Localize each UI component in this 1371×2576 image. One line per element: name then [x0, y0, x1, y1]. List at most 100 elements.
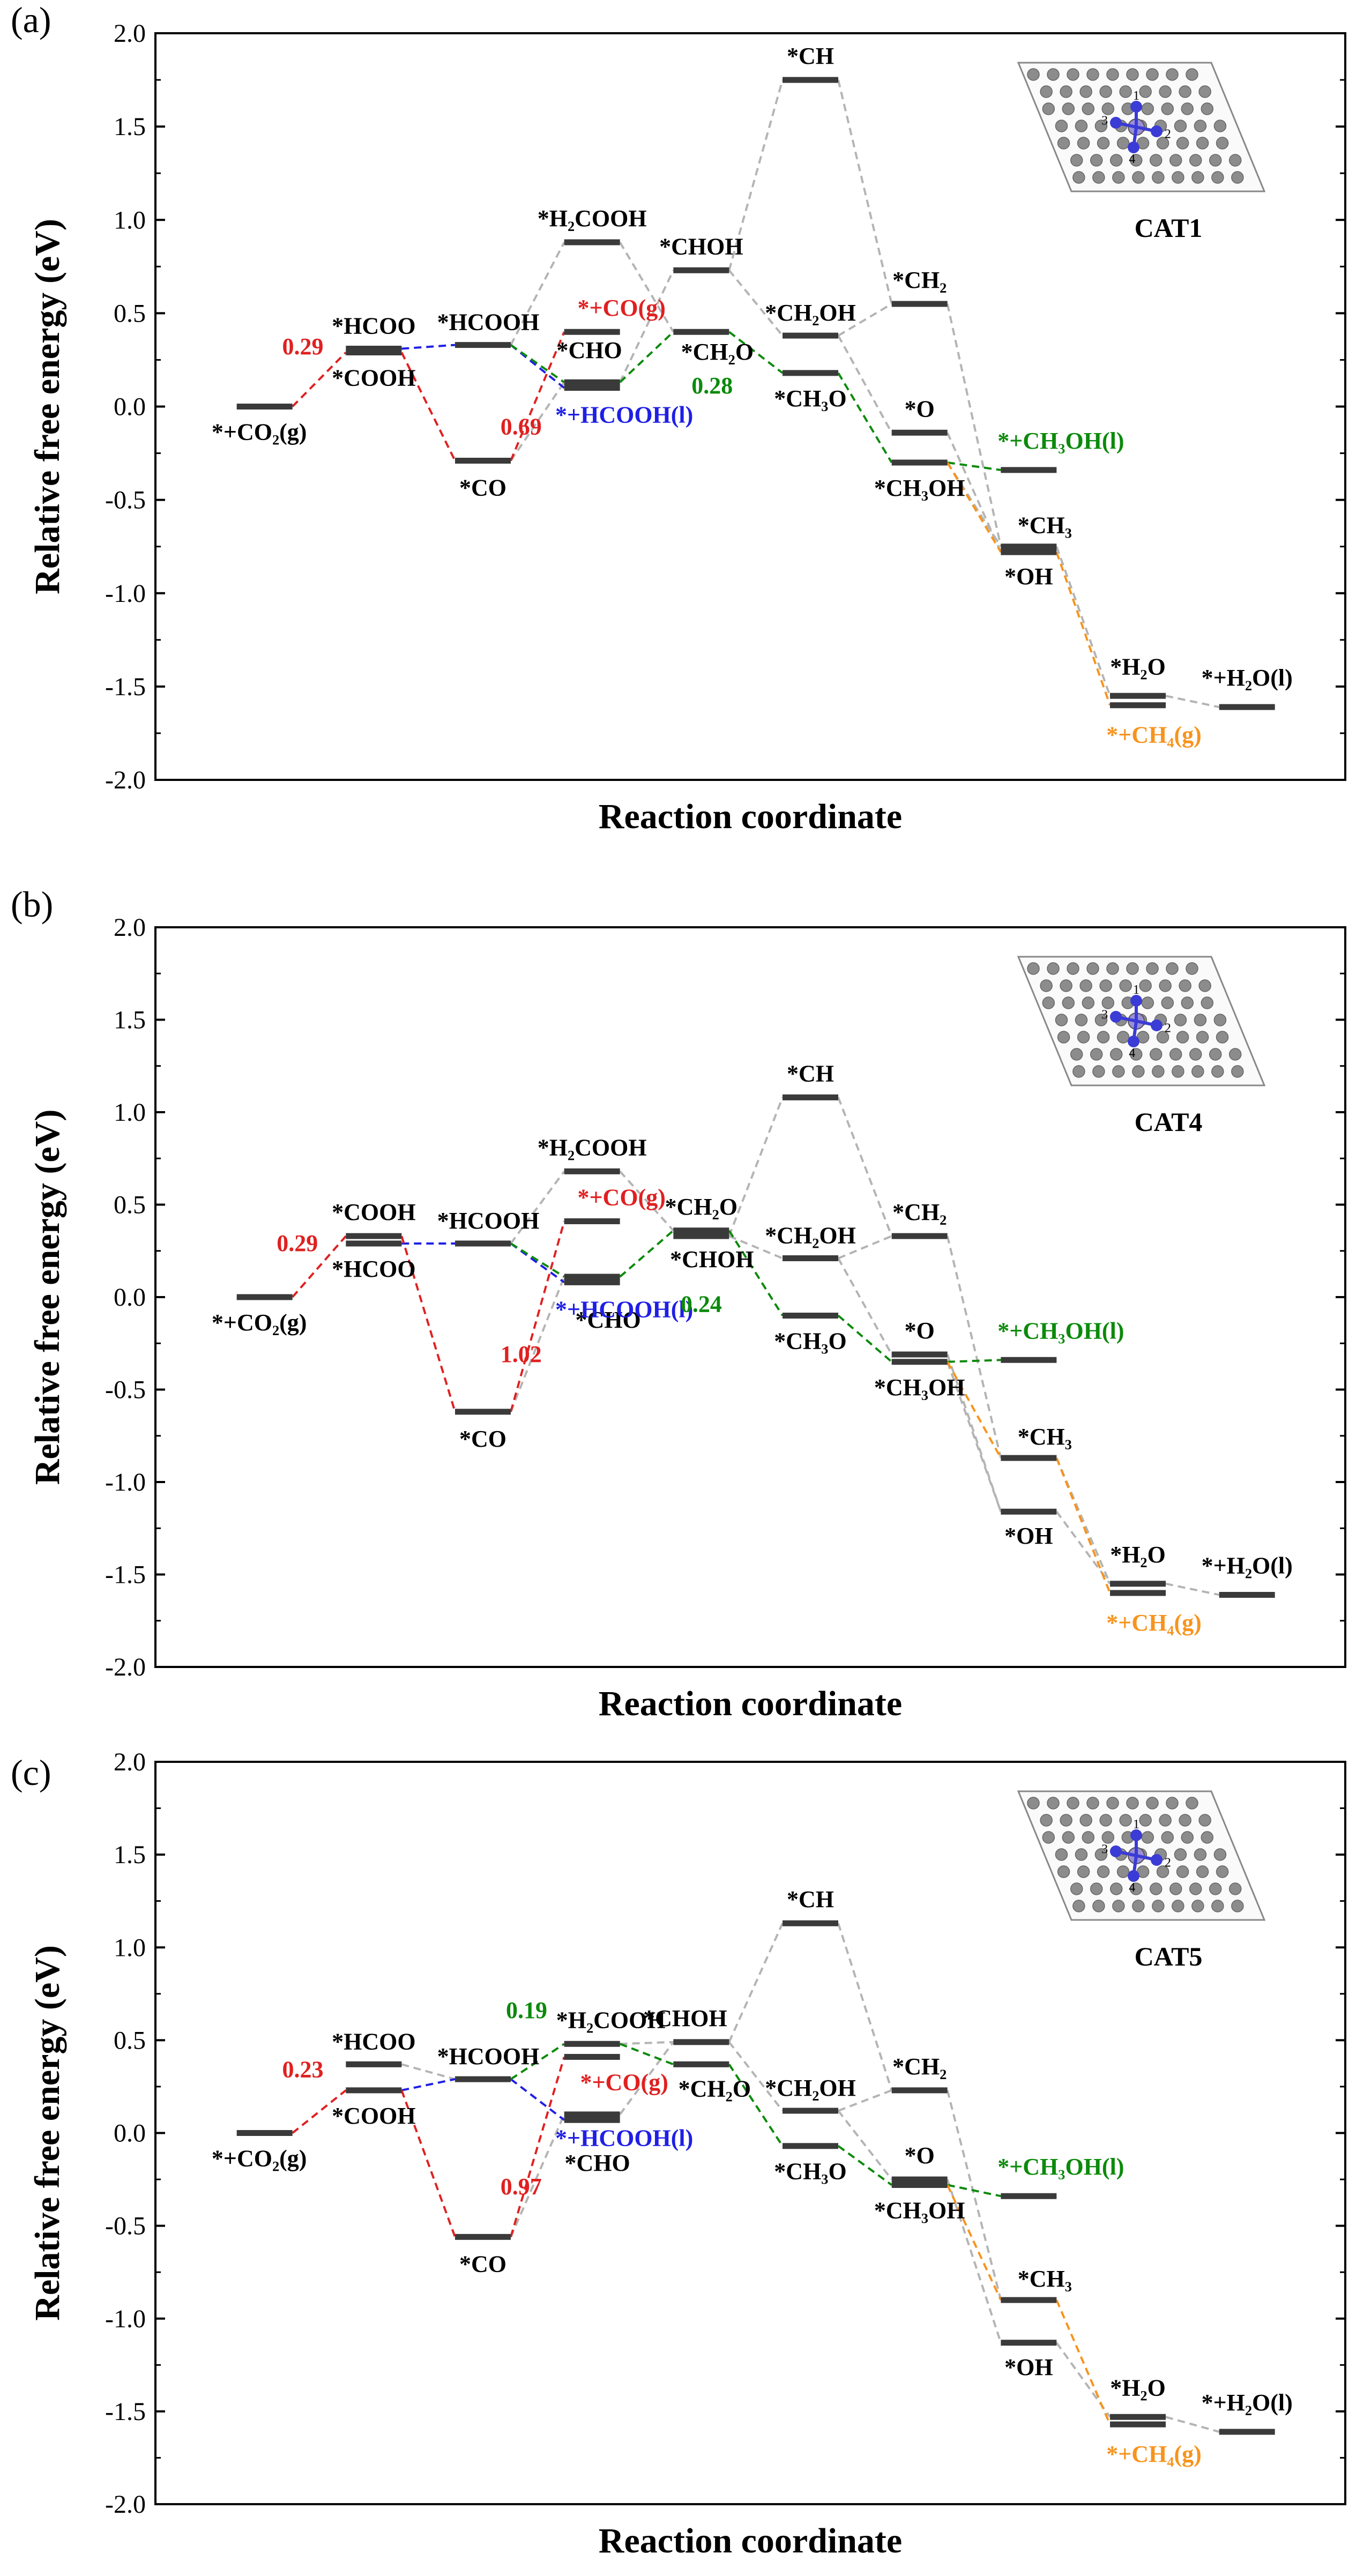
carbon-atom	[1067, 68, 1079, 81]
panel-label: (a)	[11, 0, 51, 40]
level-label-ch2oh: *CH₂OH	[765, 1223, 856, 1249]
carbon-atom	[1152, 1065, 1165, 1078]
barrier-value: 0.19	[506, 1997, 547, 2023]
carbon-atom	[1112, 171, 1125, 184]
level-label-ch3: *CH₃	[1018, 512, 1072, 539]
carbon-atom	[1106, 962, 1119, 975]
carbon-atom	[1057, 1865, 1070, 1878]
y-tick-label: 2.0	[114, 913, 146, 942]
connector-ch3oh-ch3ohl	[947, 461, 1001, 471]
carbon-atom	[1186, 68, 1198, 81]
level-label-h2o: *H₂O	[1110, 2374, 1166, 2401]
carbon-atom	[1112, 1900, 1125, 1912]
connector-h2o-h2ol	[1165, 695, 1220, 709]
panel-label: (b)	[11, 884, 53, 925]
y-tick-label: 1.5	[114, 113, 146, 141]
level-label-ch: *CH	[787, 1886, 834, 1912]
connector-hcooh-h2cooh	[510, 242, 565, 346]
carbon-atom	[1176, 1031, 1189, 1044]
level-label-hcoohl: *+HCOOH(l)	[555, 1296, 693, 1322]
carbon-atom	[1097, 137, 1110, 150]
carbon-atom	[1067, 1797, 1079, 1810]
connector-hcooh-h2cooh	[510, 2043, 565, 2080]
n-site-number: 1	[1133, 983, 1139, 997]
level-label-h2o: *H₂O	[1110, 653, 1166, 680]
carbon-atom	[1161, 996, 1174, 1009]
carbon-atom	[1126, 1797, 1139, 1810]
n-site-number: 1	[1133, 1818, 1139, 1832]
carbon-atom	[1146, 1797, 1159, 1810]
connector-co2-cooh	[292, 352, 347, 407]
carbon-atom	[1211, 1065, 1224, 1078]
carbon-atom	[1161, 102, 1174, 115]
carbon-atom	[1172, 1900, 1184, 1912]
level-label-hcoohl: *+HCOOH(l)	[555, 402, 693, 428]
carbon-atom	[1097, 1031, 1110, 1044]
connector-hcooh-cho	[510, 344, 565, 383]
level-label-hcoo: *HCOO	[332, 2028, 415, 2054]
n-site-number: 3	[1101, 1843, 1108, 1857]
carbon-atom	[1228, 154, 1242, 167]
level-label-ch2oh: *CH₂OH	[765, 2075, 856, 2101]
carbon-atom	[1181, 996, 1194, 1009]
carbon-atom	[1194, 1848, 1207, 1861]
carbon-atom	[1211, 1900, 1224, 1912]
level-label-ch3ohl: *+CH₃OH(l)	[997, 2154, 1124, 2180]
level-label-o: *O	[905, 396, 935, 422]
connector-ch3oh-ch3	[946, 1361, 1002, 1459]
connector-co-cho	[510, 382, 565, 461]
carbon-atom	[1149, 154, 1163, 167]
carbon-atom	[1169, 1882, 1182, 1895]
carbon-atom	[1141, 1831, 1154, 1844]
y-tick-label: -2.0	[105, 766, 146, 794]
carbon-atom	[1040, 85, 1053, 98]
barrier-value: 0.97	[501, 2173, 542, 2200]
x-axis-title: Reaction coordinate	[599, 2521, 902, 2560]
carbon-atom	[1139, 1814, 1152, 1827]
connector-cho-ch2o	[619, 331, 674, 383]
carbon-atom	[1189, 154, 1202, 167]
level-label-cho: *CHO	[557, 337, 622, 363]
y-tick-label: 0.5	[114, 299, 146, 327]
nitrogen-atom	[1128, 1870, 1139, 1882]
connector-ch2-ch3	[946, 2090, 1002, 2300]
y-tick-label: -0.5	[105, 486, 146, 515]
carbon-atom	[1198, 979, 1211, 992]
carbon-atom	[1179, 85, 1191, 98]
panel-cat4: (b) -2.0 -1.5 -1.0 -0.5 0.0 0.5 1.0 1.5 2.0 Relati…	[11, 884, 1346, 1723]
catalyst-structure-inset: 1 2 3 4	[1017, 62, 1266, 192]
connector-h2cooh-ch2o	[619, 242, 675, 333]
carbon-atom	[1116, 1031, 1130, 1044]
connector-choh-ch	[728, 1923, 784, 2043]
connector-ch3o-ch3oh	[837, 2145, 892, 2186]
catalyst-structure-inset: 1 2 3 4	[1017, 956, 1266, 1086]
carbon-atom	[1082, 1831, 1095, 1844]
y-axis-title: Relative free energy (eV)	[28, 219, 67, 594]
carbon-atom	[1077, 1031, 1090, 1044]
level-label-cooh: *COOH	[332, 1199, 415, 1225]
carbon-atom	[1042, 996, 1055, 1009]
connector-co-cog	[510, 1221, 565, 1412]
carbon-atom	[1228, 1048, 1242, 1061]
level-label-ch2o: *CH₂O	[665, 1194, 737, 1220]
carbon-atom	[1086, 68, 1099, 81]
carbon-atom	[1191, 1065, 1204, 1078]
connector-o-oh	[946, 1354, 1002, 1512]
carbon-atom	[1027, 1797, 1040, 1810]
carbon-atom	[1109, 1048, 1123, 1061]
carbon-atom	[1209, 1882, 1222, 1895]
carbon-atom	[1027, 68, 1040, 81]
carbon-atom	[1070, 1882, 1083, 1895]
carbon-atom	[1156, 1031, 1169, 1044]
level-label-cog: *+CO(g)	[580, 2069, 668, 2096]
carbon-atom	[1196, 1031, 1209, 1044]
carbon-atom	[1094, 1848, 1108, 1861]
barrier-value: 0.23	[282, 2057, 323, 2083]
carbon-atom	[1126, 962, 1139, 975]
level-label-ch3ohl: *+CH₃OH(l)	[997, 1317, 1124, 1344]
carbon-atom	[1119, 1814, 1132, 1827]
carbon-atom	[1027, 962, 1040, 975]
barrier-value: 0.69	[501, 414, 542, 440]
barrier-value: 0.29	[277, 1230, 318, 1256]
level-label-oh: *OH	[1004, 563, 1053, 590]
